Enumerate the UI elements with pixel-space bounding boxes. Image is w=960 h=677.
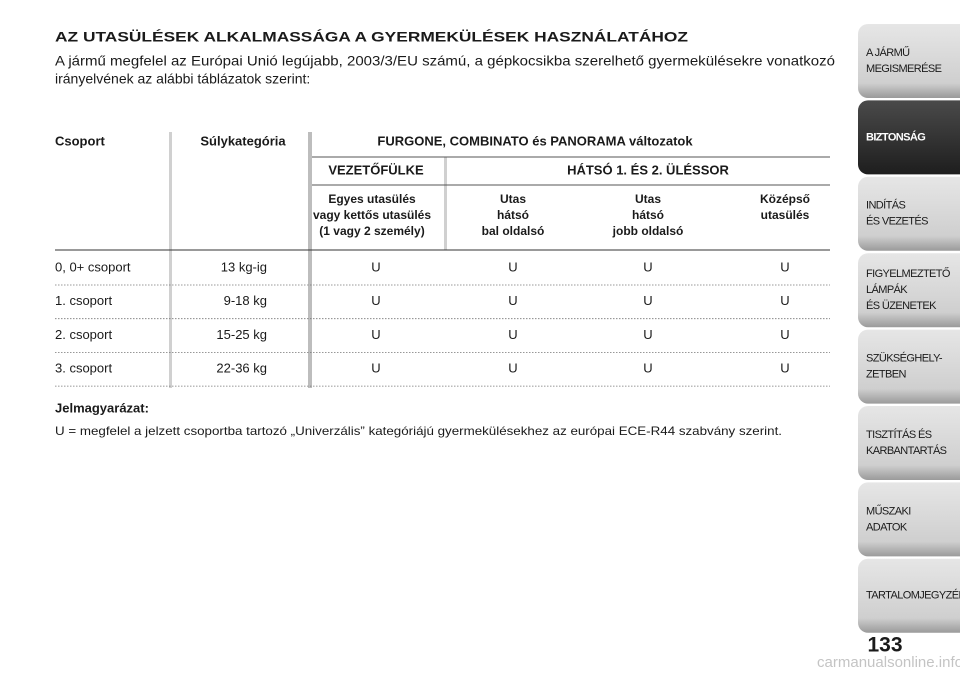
seat-header: (1 vagy 2 személy) [319, 224, 424, 238]
sidebar-tab-label[interactable]: ZETBEN [866, 369, 907, 381]
sidebar-tab-label[interactable]: LÁMPÁK [866, 283, 909, 296]
legend-text: U = megfelel a jelzett csoportba tartozó… [55, 424, 782, 438]
weight-cell: 15-25 kg [216, 327, 267, 342]
sidebar-tab-label[interactable]: TISZTÍTÁS ÉS [866, 428, 932, 441]
group-cell: 0, 0+ csoport [55, 259, 131, 274]
seat-cell: U [780, 327, 789, 342]
seat-cell: U [371, 293, 380, 308]
weight-cell: 13 kg-ig [221, 259, 267, 274]
seat-cell: U [508, 361, 517, 376]
group-cell: 3. csoport [55, 361, 112, 376]
seat-cell: U [508, 293, 517, 308]
sidebar-tab [858, 558, 960, 633]
page-title: AZ UTASÜLÉSEK ALKALMASSÁGA A GYERMEKÜLÉS… [55, 29, 689, 45]
seat-cell: U [643, 259, 652, 274]
sidebar-tab-active [858, 100, 960, 175]
seat-cell: U [508, 327, 517, 342]
sidebar-tab-label[interactable]: TARTALOMJEGYZÉK [866, 589, 960, 602]
section-header: VEZETŐFÜLKE [328, 162, 424, 177]
seat-cell: U [371, 259, 380, 274]
column-divider [444, 157, 447, 250]
seat-header: hátsó [632, 208, 664, 222]
seat-cell: U [780, 361, 789, 376]
sidebar-tab [858, 24, 960, 98]
seat-cell: U [508, 259, 517, 274]
weight-cell: 22-36 kg [216, 361, 267, 376]
column-header: Csoport [55, 133, 106, 148]
section-header: HÁTSÓ 1. ÉS 2. ÜLÉSSOR [567, 162, 729, 177]
seat-header: Egyes utasülés [328, 192, 416, 206]
sidebar-tab-label[interactable]: MŰSZAKI [866, 503, 912, 517]
column-header: Súlykategória [200, 133, 286, 148]
variant-title: FURGONE, COMBINATO és PANORAMA változato… [377, 133, 693, 148]
seat-cell: U [643, 293, 652, 308]
seat-header: bal oldalsó [482, 224, 545, 238]
sidebar-tab-label[interactable]: MEGISMERÉSE [866, 62, 942, 75]
sidebar-tab-label[interactable]: ÉS VEZETÉS [866, 215, 929, 228]
group-cell: 1. csoport [55, 293, 112, 308]
intro-line: irányelvének az alábbi táblázatok szerin… [55, 71, 310, 87]
seat-cell: U [643, 327, 652, 342]
seat-header: jobb oldalsó [612, 224, 684, 238]
group-cell: 2. csoport [55, 327, 112, 342]
sidebar-tab [858, 253, 960, 328]
seat-header: Utas [500, 192, 526, 206]
sidebar-tab-label[interactable]: BIZTONSÁG [866, 130, 926, 143]
sidebar-tab-label[interactable]: KARBANTARTÁS [866, 444, 947, 457]
seat-header: utasülés [761, 208, 810, 222]
seat-cell: U [780, 293, 789, 308]
sidebar-tab [858, 329, 960, 404]
sidebar-tab-label[interactable]: ÉS ÜZENETEK [866, 299, 938, 312]
sidebar-tab [858, 406, 960, 480]
sidebar-tab-label[interactable]: FIGYELMEZTETŐ [866, 266, 952, 280]
seat-header: Utas [635, 192, 661, 206]
sidebar-tab-label[interactable]: ADATOK [866, 521, 908, 533]
sidebar-tab [858, 176, 960, 251]
seat-header: vagy kettős utasülés [313, 208, 431, 222]
seat-cell: U [780, 259, 789, 274]
sidebar-tab [858, 482, 960, 557]
sidebar-tab-label[interactable]: SZÜKSÉGHELY- [866, 352, 943, 365]
seat-header: Középső [760, 192, 810, 206]
seat-header: hátsó [497, 208, 529, 222]
page-number: 133 [867, 634, 902, 657]
legend-title: Jelmagyarázat: [55, 400, 149, 415]
column-divider [169, 132, 172, 388]
seat-cell: U [643, 361, 652, 376]
sidebar-tab-label[interactable]: A JÁRMŰ [866, 45, 911, 59]
column-divider [308, 132, 312, 388]
watermark: carmanualsonline.info [817, 654, 960, 671]
seat-cell: U [371, 361, 380, 376]
intro-line: A jármű megfelel az Európai Unió legújab… [55, 53, 835, 69]
seat-cell: U [371, 327, 380, 342]
weight-cell: 9-18 kg [224, 293, 267, 308]
sidebar-tab-label[interactable]: INDÍTÁS [866, 199, 906, 212]
